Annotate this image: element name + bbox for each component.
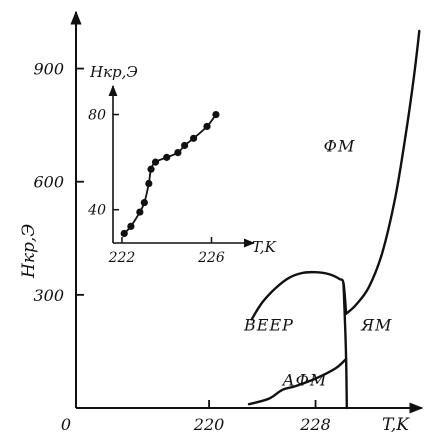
y-tick-label: 900	[33, 60, 64, 79]
phase-label: ВЕЕР	[243, 316, 294, 335]
inset-data-point	[145, 179, 153, 188]
inset-data-point	[120, 229, 128, 238]
phase-label: АФМ	[282, 370, 328, 389]
inset-data-point	[181, 141, 189, 150]
inset-x-tick-label: 222	[108, 250, 136, 266]
x-tick-label: 228	[299, 415, 331, 434]
inset-data-point	[140, 198, 148, 207]
x-tick-label: 0	[61, 415, 71, 434]
inset-x-axis-label: T,K	[252, 238, 277, 256]
x-tick-label: 220	[193, 415, 225, 434]
inset-data-point	[163, 153, 171, 161]
main-y-axis-label: Hкр,Э	[19, 224, 39, 279]
y-tick-label: 300	[33, 286, 64, 305]
inset-curve	[123, 113, 217, 235]
inset-data-point	[212, 110, 220, 119]
inset-data-point	[147, 165, 155, 173]
phase-boundary-line	[342, 282, 348, 410]
inset-data-point	[151, 158, 160, 166]
inset-ticks: 40 80 222 226	[87, 108, 225, 266]
main-ticks: 300 600 900 0 220 228	[33, 60, 330, 434]
inset-y-tick-label: 40	[87, 203, 106, 219]
y-tick-label: 600	[33, 173, 64, 192]
inset-y-axis-label: Hкр,Э	[89, 63, 138, 81]
inset-points	[120, 110, 220, 238]
inset-line	[123, 113, 217, 235]
inset-data-point	[203, 122, 211, 131]
phase-label: ЯМ	[360, 316, 392, 335]
phase-boundary-line	[247, 357, 348, 406]
phase-boundary-line	[344, 29, 421, 315]
inset-data-point	[174, 149, 182, 157]
main-phase-boundaries	[247, 29, 421, 410]
phase-boundary-line	[250, 270, 348, 321]
inset-data-point	[189, 134, 198, 142]
inset-data-point	[127, 222, 135, 230]
inset-x-tick-label: 226	[197, 250, 225, 266]
inset-data-point	[136, 208, 144, 216]
inset-y-tick-label: 80	[88, 108, 106, 124]
main-x-axis-label: T,K	[382, 415, 410, 435]
phase-labels: ФМ ВЕЕР ЯМ АФМ	[243, 137, 392, 390]
phase-label: ФМ	[324, 137, 356, 156]
